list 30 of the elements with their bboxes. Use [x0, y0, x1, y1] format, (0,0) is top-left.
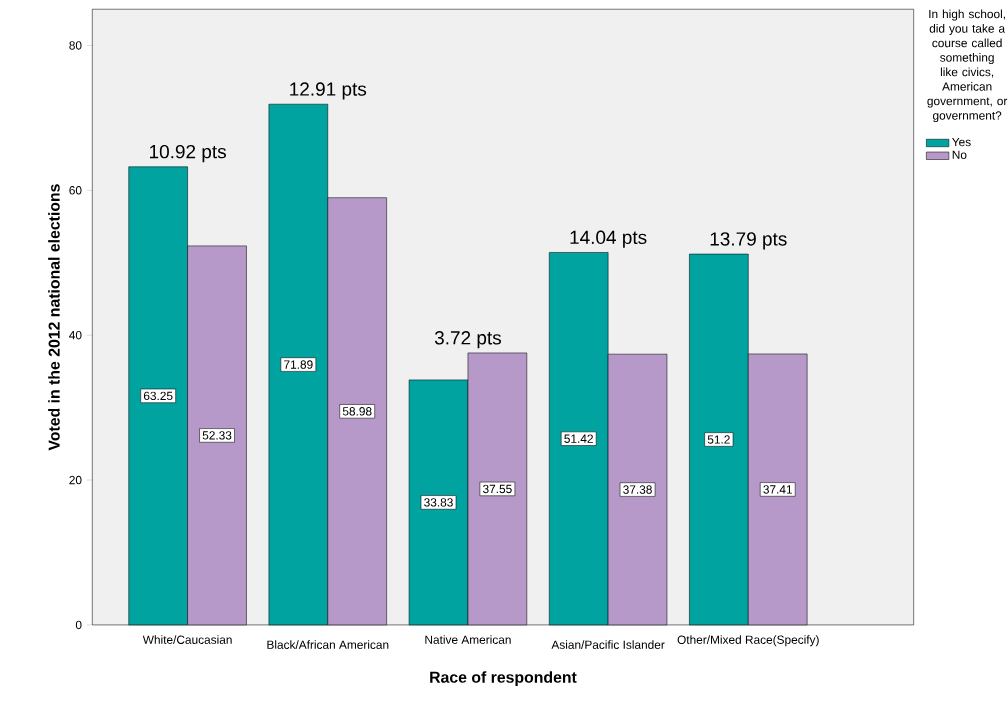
y-tick-label: 80 — [69, 41, 82, 50]
annotation: 12.91 pts — [290, 82, 367, 100]
y-tick-label: 40 — [69, 330, 82, 340]
legend-label: No — [952, 150, 967, 159]
annotation: 10.92 pts — [150, 144, 226, 162]
annotation: 14.04 pts — [570, 230, 647, 248]
x-tick-label: White/Caucasian — [142, 635, 232, 644]
x-axis-title: Race of respondent — [430, 671, 577, 686]
data-label: 37.38 — [623, 485, 652, 494]
data-label: 37.55 — [482, 484, 512, 494]
y-axis-title: Voted in the 2012 national elections — [48, 184, 60, 451]
data-label: 51.42 — [564, 434, 593, 443]
data-label: 33.83 — [424, 498, 453, 507]
y-tick-label: 0 — [75, 620, 82, 630]
x-tick-label: Asian/Pacific Islander — [551, 640, 665, 649]
data-label: 52.33 — [202, 431, 232, 440]
data-label: 37.41 — [763, 485, 792, 494]
annotation: 13.79 pts — [710, 232, 787, 250]
x-tick-label: Native American — [425, 635, 511, 644]
data-label: 63.25 — [143, 391, 173, 400]
data-label: 51.2 — [707, 435, 730, 444]
data-label: 58.98 — [342, 406, 372, 416]
y-tick-label: 20 — [69, 475, 82, 485]
annotation: 3.72 pts — [434, 330, 502, 349]
x-tick-label: Other/Mixed Race(Specify) — [677, 635, 819, 647]
legend-label: Yes — [952, 137, 971, 147]
y-tick-label: 60 — [69, 185, 82, 195]
x-tick-label: Black/African American — [267, 640, 389, 649]
data-label: 71.89 — [284, 360, 313, 369]
legend-title: In high school, did you take a course called something like civics, American government, or government? — [927, 9, 1008, 122]
